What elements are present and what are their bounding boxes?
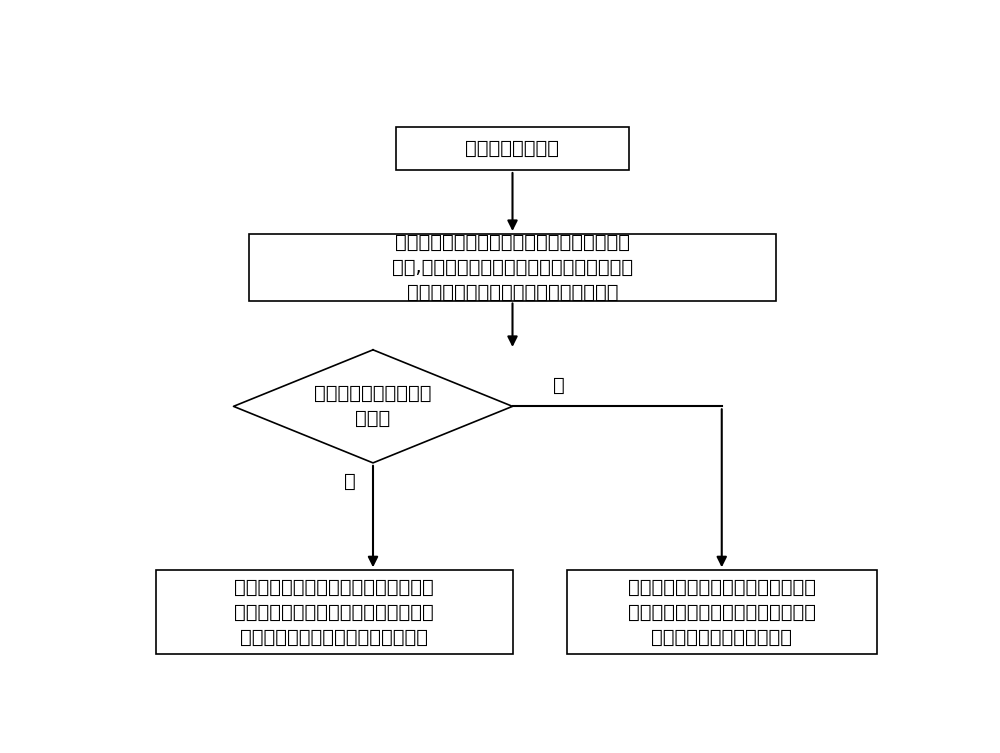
Text: 是: 是 <box>553 376 565 395</box>
Text: 根据二挡挡位和油门开度查表获取发动机参考
转速,并修正后得到发动机目标转速。计算发动
机目标转速与发动机实际转速的转速差。: 根据二挡挡位和油门开度查表获取发动机参考 转速,并修正后得到发动机目标转速。计算… <box>392 233 633 302</box>
Text: 二挡正常起步开始: 二挡正常起步开始 <box>466 139 560 158</box>
Polygon shape <box>234 350 512 463</box>
Bar <box>156 570 512 654</box>
Bar <box>249 234 776 300</box>
Bar <box>396 127 629 170</box>
Text: 控制偶数离合器电磁阀的电流，对发动
机转速差进行比例调节和积分调节，使
发动机实际转速跟随发动机目标转速: 控制偶数离合器电磁阀的电流，对发动 机转速差进行比例调节和积分调节，使 发动机实… <box>234 578 434 647</box>
Text: 控制偶数离合器电磁阀的电流，对发
动机转速进行比例调节，使发动机实
际转速跟随发动机目标转速: 控制偶数离合器电磁阀的电流，对发 动机转速进行比例调节，使发动机实 际转速跟随发… <box>628 578 816 647</box>
Bar <box>567 570 877 654</box>
Text: 否: 否 <box>344 471 356 491</box>
Text: 发动机目标转速大于实
际转速: 发动机目标转速大于实 际转速 <box>314 384 432 428</box>
